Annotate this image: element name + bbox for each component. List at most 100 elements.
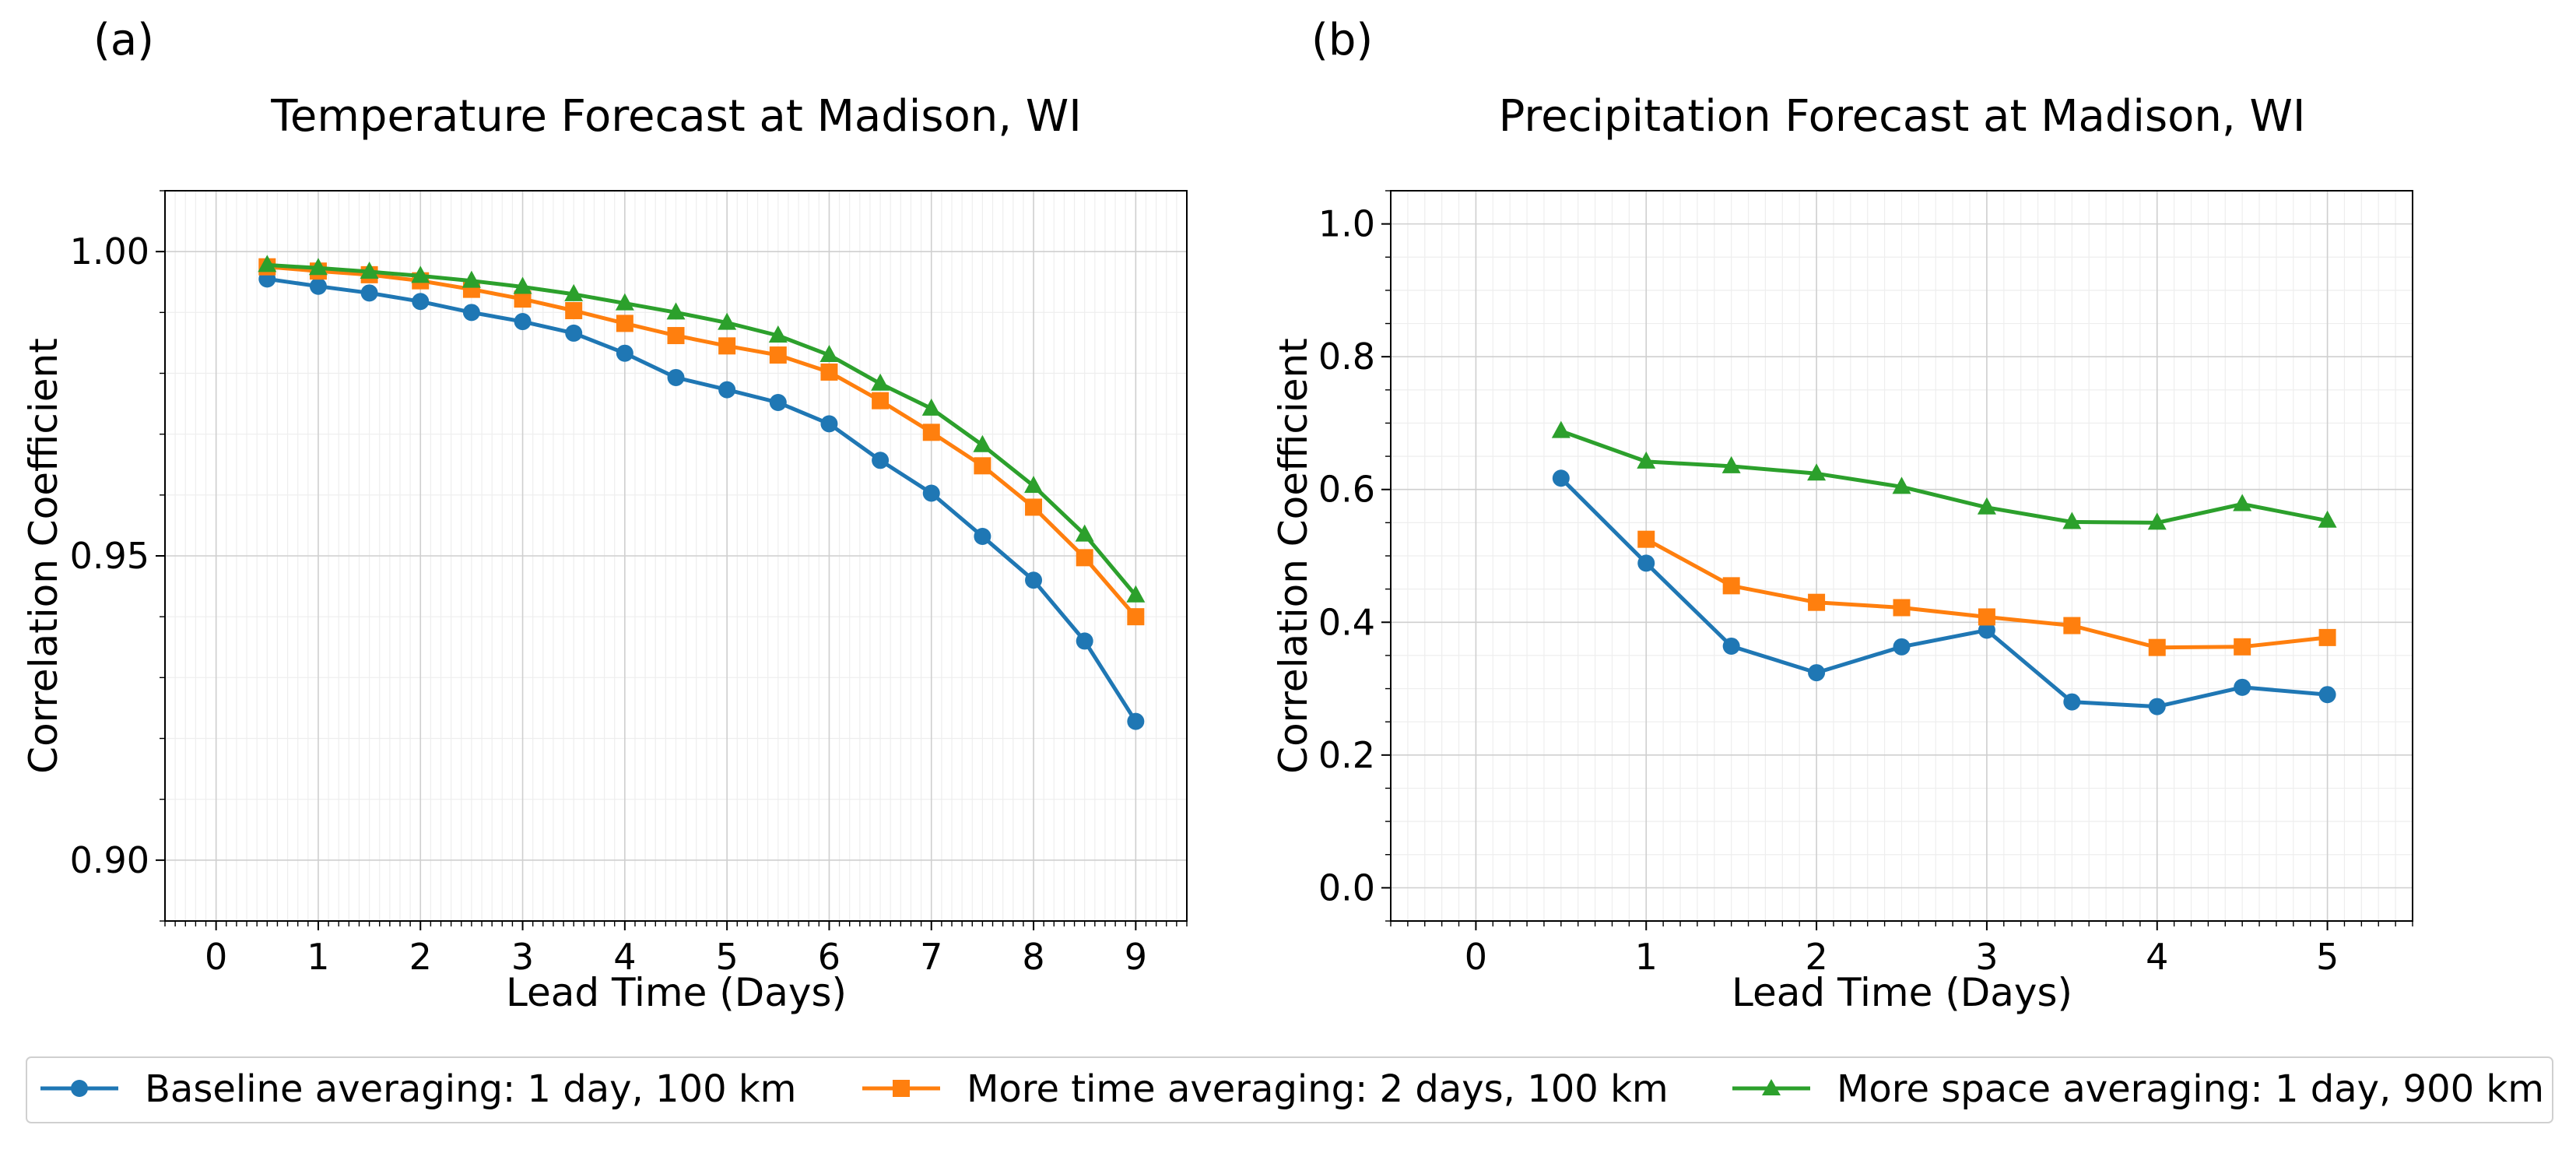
data-point-baseline (1552, 469, 1570, 487)
data-point-baseline (1893, 638, 1911, 656)
data-point-space (462, 270, 481, 288)
data-point-time (2234, 638, 2251, 656)
y-tick-label: 0.8 (1318, 336, 1375, 378)
data-point-baseline (2063, 693, 2081, 711)
series-baseline-temperature (258, 270, 1145, 730)
legend-label-space: More space averaging: 1 day, 900 km (1837, 1067, 2544, 1111)
data-point-space (258, 255, 277, 272)
chart-title-precipitation: Precipitation Forecast at Madison, WI (1499, 91, 2306, 142)
data-point-space (973, 434, 992, 452)
panel-label-a: (a) (93, 15, 154, 65)
y-tick-label: 0.6 (1318, 469, 1375, 511)
data-point-time (565, 301, 583, 319)
panel-temperature: (a) Temperature Forecast at Madison, WI … (21, 15, 1188, 1015)
plot-area-precipitation (1390, 190, 2413, 922)
data-point-time (974, 457, 991, 475)
data-point-baseline (1808, 664, 1826, 682)
data-point-time (718, 337, 736, 355)
data-point-baseline (412, 293, 430, 311)
x-axis-label-precipitation: Lead Time (Days) (1732, 970, 2072, 1015)
data-point-space (1721, 455, 1741, 473)
data-point-space (1892, 476, 1911, 494)
data-point-time (769, 346, 787, 364)
data-point-baseline (872, 452, 890, 469)
legend-marker-time (893, 1080, 910, 1097)
data-point-baseline (1076, 632, 1093, 650)
data-point-baseline (514, 313, 532, 331)
legend-label-baseline: Baseline averaging: 1 day, 100 km (145, 1067, 796, 1111)
data-point-time (616, 315, 633, 332)
legend-frame (26, 1056, 2553, 1123)
data-point-space (921, 398, 941, 416)
panel-label-b: (b) (1311, 15, 1373, 65)
data-point-time (1808, 593, 1826, 611)
data-point-space (2233, 494, 2252, 511)
data-point-time (1076, 549, 1093, 567)
data-point-baseline (2234, 678, 2251, 696)
data-point-space (768, 325, 788, 343)
data-point-space (1977, 497, 1996, 515)
x-tick-label: 4 (613, 936, 636, 978)
y-tick-label: 1.0 (1318, 203, 1375, 245)
series-space-precipitation (1551, 420, 2337, 530)
data-point-space (1807, 463, 1827, 481)
legend: Baseline averaging: 1 day, 100 km More t… (26, 1056, 2553, 1123)
data-point-baseline (1025, 571, 1043, 589)
legend-marker-space (1762, 1079, 1781, 1095)
data-point-baseline (565, 324, 583, 342)
panel-precipitation: (b) Precipitation Forecast at Madison, W… (1271, 15, 2413, 1015)
data-point-baseline (2318, 686, 2336, 704)
data-point-baseline (1127, 712, 1145, 730)
data-point-time (667, 327, 685, 345)
series-line-baseline (266, 276, 1138, 722)
data-point-time (922, 424, 940, 441)
y-tick-label: 1.00 (70, 230, 149, 272)
data-point-space (2318, 510, 2337, 528)
x-tick-label: 5 (2316, 936, 2339, 978)
data-point-time (1637, 530, 1655, 548)
data-point-space (666, 302, 686, 320)
data-point-baseline (309, 277, 327, 295)
legend-marker-baseline (71, 1080, 88, 1097)
data-point-baseline (718, 381, 736, 399)
x-tick-label: 3 (1975, 936, 1998, 978)
series-line-space (1560, 429, 2329, 525)
x-tick-label: 4 (2146, 936, 2168, 978)
data-point-space (564, 283, 584, 301)
data-point-space (871, 373, 890, 391)
data-point-baseline (462, 304, 480, 322)
x-tick-label: 1 (1635, 936, 1658, 978)
data-point-baseline (360, 284, 378, 302)
data-point-baseline (922, 484, 940, 502)
data-point-time (1025, 498, 1043, 516)
chart-title-temperature: Temperature Forecast at Madison, WI (270, 91, 1082, 142)
series-baseline-precipitation (1552, 469, 2336, 715)
data-point-time (1127, 608, 1145, 626)
data-point-space (411, 265, 430, 283)
x-tick-label: 7 (920, 936, 942, 978)
data-point-baseline (1637, 554, 1655, 572)
data-point-baseline (2148, 698, 2166, 715)
x-tick-label: 5 (716, 936, 739, 978)
data-point-space (1551, 420, 1571, 438)
data-point-time (2063, 617, 2081, 635)
data-point-baseline (1722, 637, 1740, 655)
x-tick-label: 8 (1022, 936, 1044, 978)
data-point-space (819, 345, 839, 363)
legend-entry-baseline: Baseline averaging: 1 day, 100 km (40, 1067, 796, 1111)
plot-area-temperature (164, 190, 1188, 922)
y-tick-label: 0.4 (1318, 601, 1375, 643)
series-line-space (267, 262, 1138, 597)
data-point-space (513, 276, 532, 294)
y-tick-label: 0.90 (70, 839, 149, 881)
data-point-space (718, 312, 737, 330)
data-point-time (2318, 628, 2336, 646)
data-point-space (1075, 524, 1094, 542)
legend-label-time: More time averaging: 2 days, 100 km (967, 1067, 1669, 1111)
data-point-time (820, 363, 838, 381)
x-tick-label: 1 (307, 936, 329, 978)
series-time-temperature (258, 258, 1145, 626)
data-point-time (1893, 599, 1911, 617)
data-point-space (615, 293, 634, 311)
